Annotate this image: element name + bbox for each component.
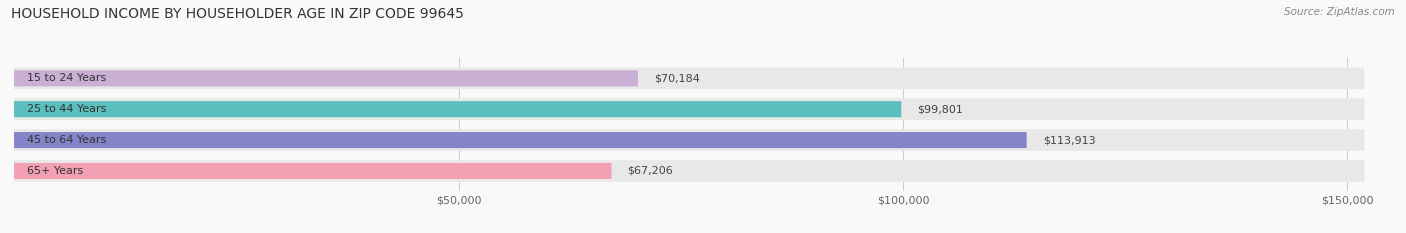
- FancyBboxPatch shape: [14, 101, 901, 117]
- Text: 25 to 44 Years: 25 to 44 Years: [27, 104, 107, 114]
- Text: HOUSEHOLD INCOME BY HOUSEHOLDER AGE IN ZIP CODE 99645: HOUSEHOLD INCOME BY HOUSEHOLDER AGE IN Z…: [11, 7, 464, 21]
- FancyBboxPatch shape: [14, 129, 1364, 151]
- Text: 15 to 24 Years: 15 to 24 Years: [27, 73, 107, 83]
- FancyBboxPatch shape: [14, 132, 1026, 148]
- Text: Source: ZipAtlas.com: Source: ZipAtlas.com: [1284, 7, 1395, 17]
- Text: 65+ Years: 65+ Years: [27, 166, 83, 176]
- Text: 45 to 64 Years: 45 to 64 Years: [27, 135, 107, 145]
- FancyBboxPatch shape: [14, 160, 1364, 182]
- FancyBboxPatch shape: [14, 98, 1364, 120]
- FancyBboxPatch shape: [14, 70, 638, 86]
- Text: $70,184: $70,184: [654, 73, 700, 83]
- FancyBboxPatch shape: [14, 163, 612, 179]
- Text: $113,913: $113,913: [1043, 135, 1095, 145]
- Text: $67,206: $67,206: [627, 166, 673, 176]
- Text: $99,801: $99,801: [917, 104, 963, 114]
- FancyBboxPatch shape: [14, 68, 1364, 89]
